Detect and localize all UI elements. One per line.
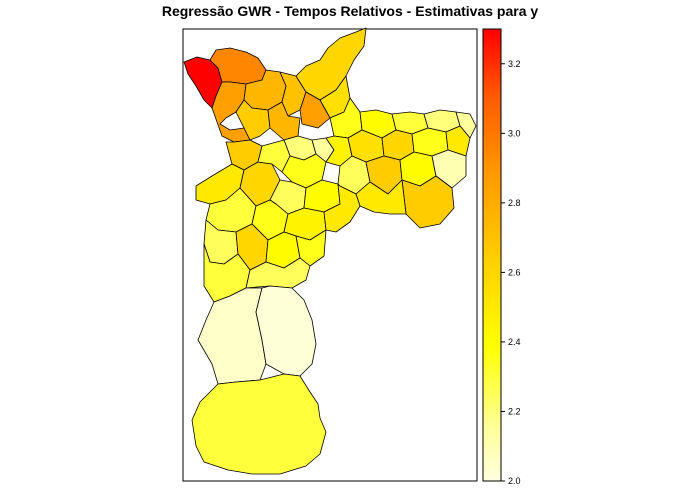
district-south-4[interactable]: [323, 183, 361, 233]
map-frame: [182, 28, 478, 482]
district-south-10[interactable]: [245, 257, 311, 289]
legend-tick-label: 3.2: [508, 59, 521, 69]
district-north-3[interactable]: [295, 27, 367, 101]
district-far-south-3[interactable]: [191, 373, 327, 475]
legend-tick-label: 2.4: [508, 337, 521, 347]
legend-tick-label: 2.6: [508, 267, 521, 277]
district-north-5[interactable]: [235, 99, 271, 141]
legend-colorbar: [483, 29, 501, 481]
legend-tick-label: 2.8: [508, 198, 521, 208]
legend-ticks: 2.0 2.2 2.4 2.6 2.8 3.0 3.2: [501, 59, 521, 486]
district-east-south[interactable]: [355, 179, 407, 215]
district-far-south-1[interactable]: [197, 287, 267, 385]
district-east-10[interactable]: [445, 125, 471, 157]
district-far-south-2[interactable]: [255, 285, 317, 377]
legend-tick-label: 2.2: [508, 406, 521, 416]
map-title: Regressão GWR - Tempos Relativos - Estim…: [161, 3, 539, 19]
district-east-far[interactable]: [401, 175, 455, 229]
legend-tick-label: 3.0: [508, 128, 521, 138]
district-north-6[interactable]: [267, 101, 301, 141]
district-east-5[interactable]: [455, 111, 477, 139]
legend-frame: [482, 28, 502, 482]
legend-tick-label: 2.0: [508, 476, 521, 486]
district-layer: [183, 27, 477, 475]
